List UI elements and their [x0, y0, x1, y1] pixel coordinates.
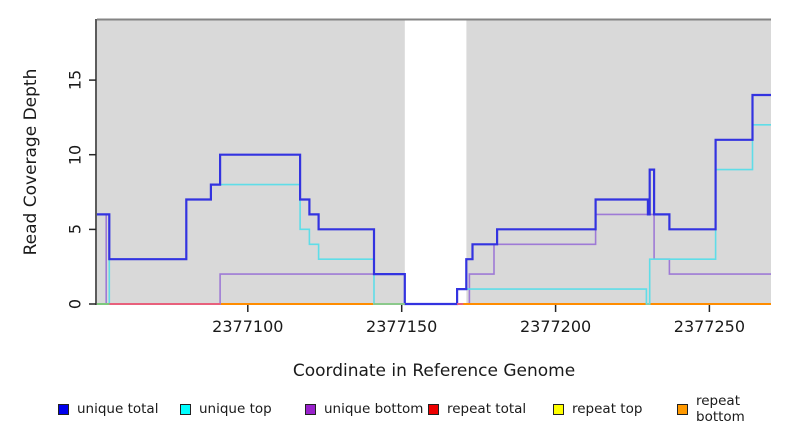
legend-swatch-unique-bottom — [305, 403, 316, 415]
y-tick-label-15: 15 — [65, 69, 85, 91]
x-tick-label-2377150: 2377150 — [366, 317, 438, 336]
series-line-unique-total — [97, 93, 771, 306]
legend-label-unique-total: unique total — [77, 401, 159, 417]
x-axis-title: Coordinate in Reference Genome — [292, 361, 576, 381]
legend-swatch-unique-top — [180, 403, 191, 415]
y-tick-label-0: 0 — [65, 298, 85, 310]
legend-swatch-repeat-top — [553, 403, 564, 415]
coverage-gap-region — [404, 19, 467, 305]
y-axis-title: Read Coverage Depth — [21, 68, 41, 256]
legend-label-repeat-total: repeat total — [447, 401, 527, 417]
legend-item-repeat-top: repeat top — [553, 401, 642, 417]
legend-swatch-unique-total — [58, 403, 69, 415]
legend-swatch-repeat-total — [428, 403, 439, 415]
legend-item-repeat-bottom: repeat bottom — [677, 393, 792, 425]
legend-swatch-repeat-bottom — [677, 403, 688, 415]
y-tick-label-5: 5 — [65, 223, 85, 235]
legend-label-unique-bottom: unique bottom — [324, 401, 424, 417]
x-axis-ticks — [247, 305, 711, 312]
legend-item-unique-bottom: unique bottom — [305, 401, 423, 417]
y-axis-ticks — [89, 79, 96, 305]
legend-label-repeat-top: repeat top — [572, 401, 643, 417]
x-tick-label-2377100: 2377100 — [212, 317, 284, 336]
y-tick-label-10: 10 — [65, 144, 85, 166]
x-tick-label-2377250: 2377250 — [673, 317, 746, 336]
legend-label-repeat-bottom: repeat bottom — [696, 393, 745, 425]
legend-item-unique-top: unique top — [180, 401, 272, 417]
x-tick-label-2377200: 2377200 — [519, 317, 592, 336]
legend-item-repeat-total: repeat total — [428, 401, 526, 417]
legend-label-unique-top: unique top — [199, 401, 272, 417]
legend-item-unique-total: unique total — [58, 401, 158, 417]
